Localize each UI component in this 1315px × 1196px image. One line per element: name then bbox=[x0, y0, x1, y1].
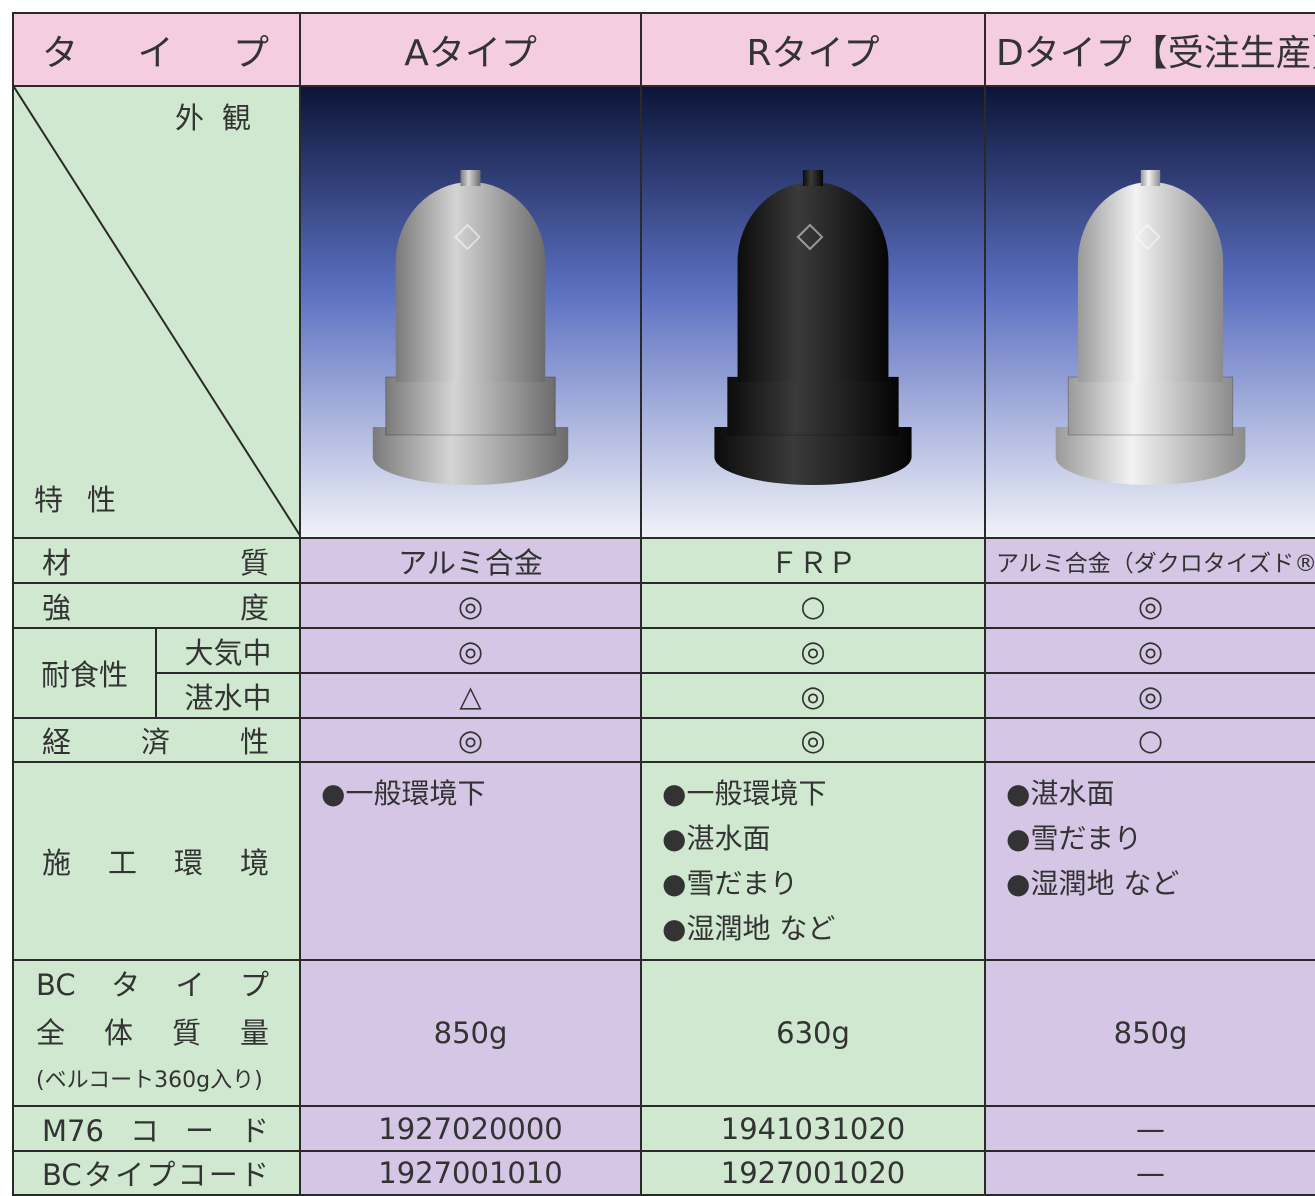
table-row: 湛水中 △ ◎ ◎ bbox=[13, 672, 1315, 719]
table-row: 施工環境 ●一般環境下 ●一般環境下 ●湛水面 ●雪だまり ●湿潤地 など ●湛水面 ●雪だま… bbox=[11, 761, 1315, 961]
page: タイプ Aタイプ Rタイプ Dタイプ【受注生産】外観特性 材質 アルミ合金 ＦＲＰ アルミ合… bbox=[11, 12, 1315, 1196]
material-value: アルミ合金 bbox=[299, 537, 643, 584]
table-row: BCタイプコード 1927001010 1927001020— bbox=[11, 1150, 1315, 1196]
weight-label-line: (ベルコート360g入り) bbox=[36, 1068, 263, 1093]
product-photo bbox=[299, 85, 643, 539]
corrosion-value: ◎ bbox=[299, 627, 643, 674]
environment-item: ●湛水面 bbox=[662, 822, 771, 855]
economy-label: 経済性 bbox=[11, 717, 302, 763]
corrosion-value: ◎ bbox=[640, 627, 987, 674]
environment-item: ●一般環境下 bbox=[662, 777, 827, 810]
environment-label: 施工環境 bbox=[11, 761, 302, 961]
diagonal bbox=[15, 88, 299, 535]
environment-value: ●一般環境下 ●湛水面 ●雪だまり ●湿潤地 など bbox=[640, 761, 987, 961]
economy-value: ◎ bbox=[640, 717, 987, 763]
corrosion-sublabel: 湛水中 bbox=[154, 672, 302, 719]
material-value: アルミ合金（ダクロタイズド®処理） bbox=[984, 537, 1315, 584]
environment-item: ●一般環境下 bbox=[321, 777, 486, 810]
m76-code-value: 1927020000 bbox=[299, 1105, 643, 1152]
bc-code-value: — bbox=[984, 1150, 1315, 1196]
economy-value: ○ bbox=[984, 717, 1315, 763]
type-header: Rタイプ bbox=[640, 12, 987, 87]
corrosion-value: ◎ bbox=[984, 627, 1315, 674]
table-row: M76コード 1927020000 1941031020— bbox=[11, 1105, 1315, 1152]
appearance-label-cell: 外観特性 bbox=[11, 85, 302, 539]
table-row: 強度 ◎ ○ ◎ bbox=[11, 582, 1315, 629]
corrosion-value: △ bbox=[299, 672, 643, 719]
appearance-label: 外観 bbox=[175, 101, 270, 135]
weight-value: 850g bbox=[984, 959, 1315, 1107]
characteristic-label: 特性 bbox=[34, 483, 141, 517]
material-value: ＦＲＰ bbox=[640, 537, 987, 584]
weight-label: BCタイプ全体質量 (ベルコート360g入り) bbox=[11, 959, 302, 1107]
strength-value: ○ bbox=[640, 582, 987, 629]
m76-code-value: — bbox=[984, 1105, 1315, 1152]
corrosion-label: 耐食性 bbox=[12, 627, 157, 719]
bc-code-value: 1927001020 bbox=[640, 1150, 987, 1196]
comparison-table: タイプ Aタイプ Rタイプ Dタイプ【受注生産】外観特性 材質 アルミ合金 ＦＲＰ アルミ合… bbox=[11, 12, 1315, 1196]
m76-code-label: M76コード bbox=[11, 1105, 302, 1152]
header-label: タイプ bbox=[11, 12, 302, 87]
corrosion-sublabel: 大気中 bbox=[154, 627, 302, 674]
table-row: タイプ Aタイプ Rタイプ Dタイプ【受注生産】 bbox=[11, 12, 1315, 87]
weight-label-line: BCタイプ bbox=[36, 968, 270, 1002]
weight-value: 630g bbox=[640, 959, 987, 1107]
photo bbox=[643, 88, 984, 536]
environment-item: ●雪だまり bbox=[1006, 822, 1142, 855]
bc-code-value: 1927001010 bbox=[299, 1150, 643, 1196]
corrosion-value: ◎ bbox=[984, 672, 1315, 719]
bc-code-label: BCタイプコード bbox=[11, 1150, 302, 1196]
strength-label: 強度 bbox=[11, 582, 302, 629]
environment-item: ●湿潤地 など bbox=[1006, 867, 1180, 900]
weight-value: 850g bbox=[299, 959, 643, 1107]
economy-value: ◎ bbox=[299, 717, 643, 763]
material-label: 材質 bbox=[11, 537, 302, 584]
environment-value: ●湛水面 ●雪だまり ●湿潤地 など bbox=[984, 761, 1315, 961]
product-photo bbox=[984, 85, 1315, 539]
table-row: 耐食性 大気中 ◎ ◎ ◎ bbox=[12, 627, 1315, 719]
table-row: BCタイプ全体質量 (ベルコート360g入り) 850g 630g 850g bbox=[11, 959, 1315, 1107]
environment-value: ●一般環境下 bbox=[299, 761, 643, 961]
strength-value: ◎ bbox=[299, 582, 643, 629]
environment-item: ●湿潤地 など bbox=[662, 912, 836, 945]
strength-value: ◎ bbox=[984, 582, 1315, 629]
type-header: Aタイプ bbox=[299, 12, 643, 87]
m76-code-value: 1941031020 bbox=[640, 1105, 987, 1152]
photo bbox=[987, 88, 1315, 536]
weight-label-line: 全体質量 bbox=[36, 1016, 270, 1050]
environment-item: ●湛水面 bbox=[1006, 777, 1115, 810]
table-row: 経済性 ◎ ◎ ○ bbox=[11, 717, 1315, 763]
type-header: Dタイプ【受注生産】 bbox=[984, 12, 1315, 87]
corrosion-value: ◎ bbox=[640, 672, 987, 719]
photo bbox=[302, 88, 640, 536]
table-row: 外観特性 bbox=[11, 85, 1315, 539]
environment-item: ●雪だまり bbox=[662, 867, 798, 900]
product-photo bbox=[640, 85, 987, 539]
